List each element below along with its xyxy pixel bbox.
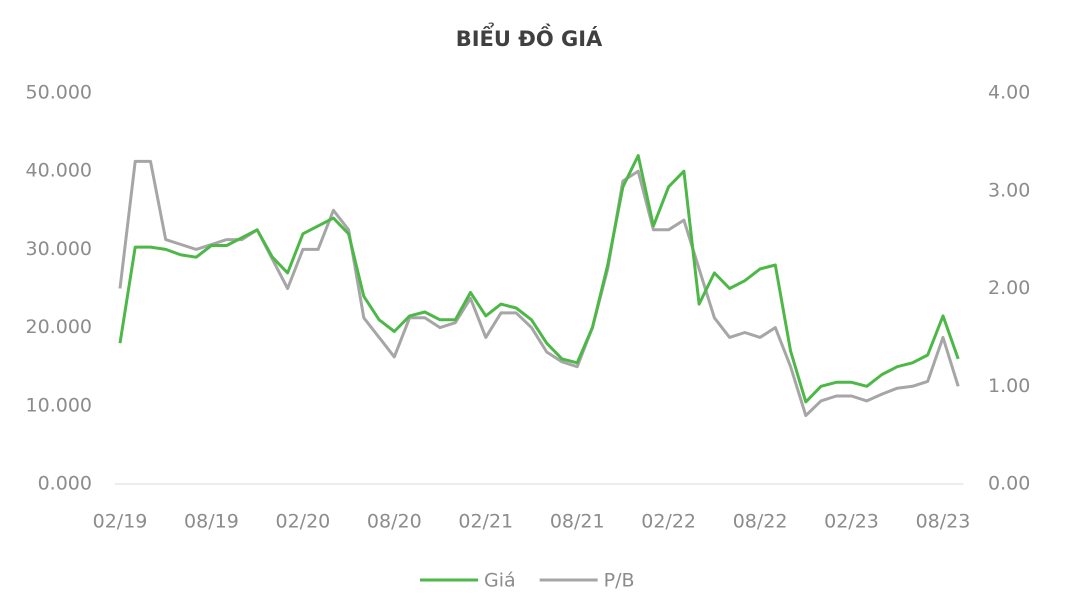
x-tick-label: 08/23 xyxy=(916,511,971,533)
y-tick-label: 30.000 xyxy=(26,238,92,260)
y-tick-label: 10.000 xyxy=(26,394,92,416)
y-tick-label: 50.000 xyxy=(26,82,92,104)
legend-label: Giá xyxy=(484,570,516,592)
x-tick-label: 08/22 xyxy=(733,511,788,533)
legend-label: P/B xyxy=(604,570,635,592)
x-tick-label: 02/20 xyxy=(275,511,330,533)
x-tick-label: 02/21 xyxy=(458,511,513,533)
series-line xyxy=(118,159,960,418)
y2-tick-label: 2.00 xyxy=(988,277,1030,299)
y2-tick-label: 0.00 xyxy=(988,473,1030,495)
x-tick-label: 08/20 xyxy=(367,511,422,533)
y-tick-label: 20.000 xyxy=(26,316,92,338)
y2-tick-label: 4.00 xyxy=(988,82,1030,104)
y2-tick-label: 3.00 xyxy=(988,179,1030,201)
y-tick-label: 0.000 xyxy=(38,473,92,495)
series-line xyxy=(118,154,960,404)
x-tick-label: 02/19 xyxy=(93,511,148,533)
x-tick-label: 08/21 xyxy=(550,511,605,533)
chart-title: BIỂU ĐỒ GIÁ xyxy=(456,23,603,51)
y-tick-label: 40.000 xyxy=(26,160,92,182)
x-tick-label: 02/23 xyxy=(824,511,879,533)
y2-tick-label: 1.00 xyxy=(988,375,1030,397)
x-tick-label: 02/22 xyxy=(641,511,696,533)
x-tick-label: 08/19 xyxy=(184,511,239,533)
